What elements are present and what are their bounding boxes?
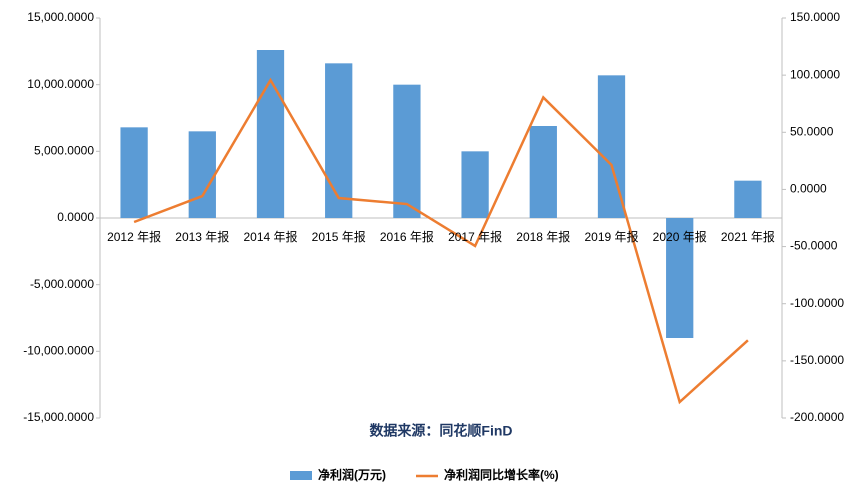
- y-tick-label: 10,000.0000: [27, 77, 94, 91]
- bar: [256, 50, 285, 218]
- source-note: 数据来源：同花顺FinD: [369, 423, 512, 439]
- y-tick-label: 0.0000: [57, 210, 94, 224]
- x-tick-label: 2019 年报: [584, 229, 638, 244]
- y2-tick-label: -200.0000: [790, 410, 844, 424]
- y2-tick-label: -50.0000: [790, 239, 838, 253]
- y-tick-label: -10,000.0000: [23, 344, 94, 358]
- legend-label: 净利润同比增长率(%): [444, 467, 559, 482]
- y2-tick-label: 150.0000: [790, 10, 840, 24]
- bar: [666, 218, 694, 338]
- bar: [120, 127, 148, 218]
- y2-tick-label: 50.0000: [790, 124, 834, 138]
- bar: [529, 126, 557, 218]
- x-tick-label: 2012 年报: [107, 229, 161, 244]
- y2-tick-label: -150.0000: [790, 353, 844, 367]
- bar: [188, 131, 216, 218]
- line: [133, 77, 749, 405]
- y2-tick-label: -100.0000: [790, 296, 844, 310]
- x-tick-label: 2015 年报: [312, 229, 366, 244]
- x-tick-label: 2014 年报: [243, 229, 297, 244]
- y2-tick-label: 100.0000: [790, 67, 840, 81]
- x-tick-label: 2016 年报: [380, 229, 434, 244]
- y2-tick-label: 0.0000: [790, 182, 827, 196]
- x-tick-label: 2017 年报: [448, 229, 502, 244]
- x-tick-label: 2018 年报: [516, 229, 570, 244]
- legend-swatch: [290, 471, 312, 480]
- x-tick-label: 2013 年报: [175, 229, 229, 244]
- y-tick-label: -15,000.0000: [23, 410, 94, 424]
- x-tick-label: 2021 年报: [721, 229, 775, 244]
- y-tick-label: 5,000.0000: [34, 144, 94, 158]
- bar: [461, 151, 489, 218]
- legend-label: 净利润(万元): [318, 467, 386, 482]
- bar: [325, 63, 353, 219]
- y-tick-label: -5,000.0000: [30, 277, 94, 291]
- bar: [734, 180, 762, 218]
- y-tick-label: 15,000.0000: [27, 10, 94, 24]
- bar: [393, 84, 421, 219]
- x-tick-label: 2020 年报: [653, 229, 707, 244]
